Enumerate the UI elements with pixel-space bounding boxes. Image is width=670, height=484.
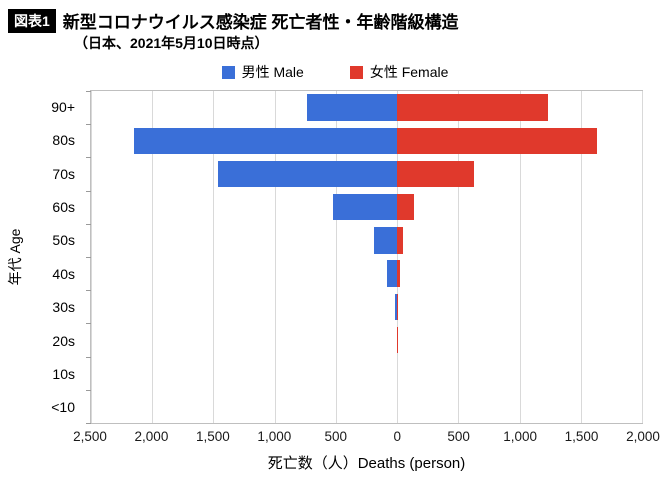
bar-male-80s [133, 127, 398, 155]
y-tick-mark [86, 290, 91, 292]
x-tick-label: 500 [324, 429, 348, 444]
x-tick-label: 1,000 [503, 429, 538, 444]
bar-female-70s [397, 160, 475, 188]
y-axis-label: <10 [51, 399, 75, 416]
y-tick-mark [86, 423, 91, 424]
x-tick-label: 2,000 [134, 429, 169, 444]
y-tick-mark [86, 257, 91, 258]
female-swatch-icon [349, 65, 363, 79]
x-tick-label: 1,000 [257, 429, 292, 444]
subtitle: （日本、2021年5月10日時点） [74, 35, 269, 51]
y-axis-label: 60s [52, 198, 75, 215]
header: 図表1 新型コロナウイルス感染症 死亡者性・年齢階級構造 [8, 8, 459, 33]
gridline [642, 91, 643, 423]
plot-area [86, 90, 643, 424]
gridline [91, 91, 92, 423]
y-axis-label: 40s [52, 265, 75, 282]
gridline [519, 91, 521, 423]
legend-label-male: 男性 Male [241, 64, 304, 80]
bar-female-50s [397, 227, 403, 254]
y-tick-mark [86, 190, 91, 192]
y-axis-label: 20s [52, 332, 75, 349]
figure-badge: 図表1 [8, 8, 56, 33]
x-axis-title: 死亡数（人）Deaths (person) [267, 455, 466, 472]
gridline [397, 91, 399, 423]
y-axis-label: 70s [52, 165, 75, 182]
male-swatch-icon [221, 65, 235, 79]
legend: 男性 Male 女性 Female [0, 62, 670, 82]
bar-female-90+ [397, 94, 548, 121]
y-axis-label: 30s [52, 299, 75, 316]
x-tick-label: 0 [393, 429, 401, 444]
y-tick-mark [86, 356, 91, 358]
bar-male-40s [387, 260, 398, 287]
x-axis-ticks: 2,500 2,000 1,500 1,000 500 0 500 1,000 1,500 2,0… [73, 429, 660, 445]
x-tick-label: 500 [447, 429, 470, 444]
x-tick-label: 1,500 [564, 429, 599, 444]
y-tick-mark [86, 223, 91, 225]
bar-male-30s [394, 293, 398, 321]
y-axis-labels: 90+ 80s 70s 60s 50s 40s 30s 20s 10s <10 [30, 90, 84, 424]
y-tick-mark [86, 157, 91, 159]
gridline [213, 91, 215, 423]
gridline [458, 91, 460, 423]
y-tick-mark [86, 389, 91, 391]
bar-male-90+ [306, 94, 398, 121]
y-axis-label: 80s [52, 132, 75, 149]
gridline [152, 91, 154, 423]
x-tick-label: 2,000 [626, 429, 660, 444]
bar-female-30s [397, 293, 399, 321]
y-tick-mark [86, 91, 91, 92]
legend-item-male: 男性 Male [221, 62, 304, 82]
legend-item-female: 女性 Female [349, 62, 449, 82]
y-tick-mark [86, 124, 91, 126]
bar-male-50s [374, 227, 398, 254]
y-axis-label: 50s [52, 232, 75, 249]
y-axis-title: 年代 Age [7, 228, 23, 286]
bar-female-60s [397, 193, 414, 221]
y-tick-mark [86, 323, 91, 325]
bar-female-40s [397, 260, 400, 287]
page-title: 新型コロナウイルス感染症 死亡者性・年齢階級構造 [62, 13, 459, 32]
bar-male-70s [218, 160, 398, 188]
gridline [335, 91, 337, 423]
y-axis-label: 90+ [51, 98, 75, 115]
gridline [580, 91, 582, 423]
bar-male-60s [333, 193, 398, 221]
x-tick-label: 1,500 [195, 429, 230, 444]
bar-female-80s [397, 127, 597, 155]
y-axis-label: 10s [52, 365, 75, 382]
x-tick-label: 2,500 [73, 429, 107, 444]
legend-label-female: 女性 Female [369, 64, 449, 80]
gridline [274, 91, 276, 423]
